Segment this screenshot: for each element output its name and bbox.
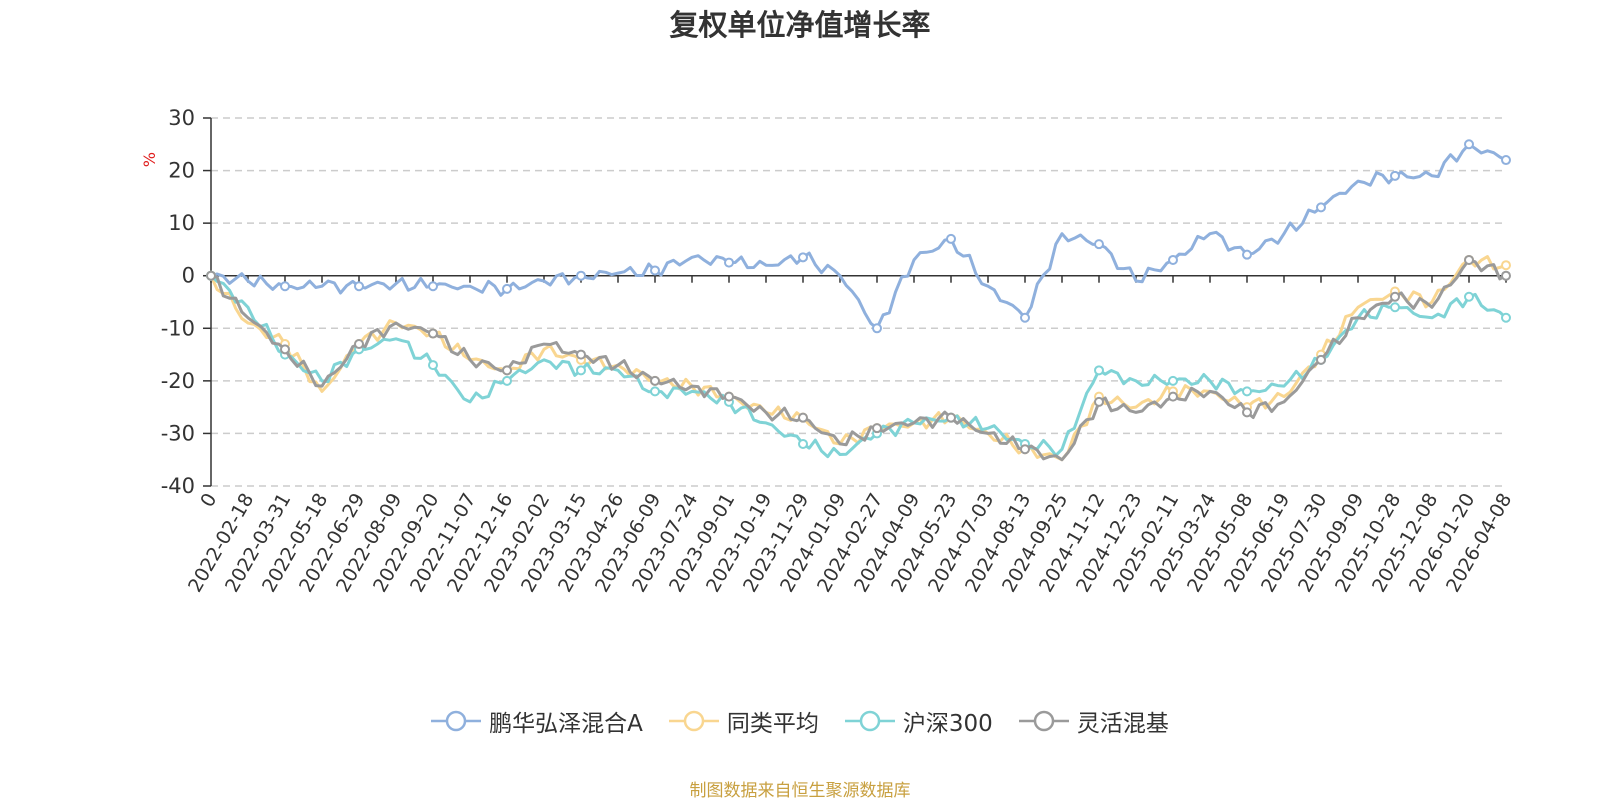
x-tick-label: 0: [196, 490, 221, 511]
data-point: [1316, 354, 1326, 365]
data-point: [1501, 270, 1511, 281]
legend-label: 灵活混基: [1076, 711, 1169, 737]
data-point: [650, 265, 660, 276]
data-point: [798, 438, 808, 449]
chart-title: 复权单位净值增长率: [669, 8, 931, 42]
data-point: [428, 360, 438, 371]
y-tick-label: -20: [161, 369, 195, 393]
data-point: [354, 339, 364, 350]
y-tick-label: 20: [168, 159, 195, 183]
data-point: [1501, 155, 1511, 166]
data-point: [1316, 202, 1326, 213]
legend-line-marker-icon: [844, 710, 895, 732]
data-point: [1020, 444, 1030, 455]
data-point: [650, 386, 660, 397]
y-tick-label: 10: [168, 211, 195, 235]
data-point: [724, 257, 734, 268]
data-point: [428, 328, 438, 339]
y-tick-label: -40: [161, 474, 195, 498]
legend-line-marker-icon: [1018, 710, 1069, 732]
series-line-2: [209, 274, 1508, 459]
data-point: [650, 375, 660, 386]
data-point: [502, 283, 512, 294]
data-point: [1020, 312, 1030, 323]
data-point: [1501, 312, 1511, 323]
y-tick-label: 30: [168, 106, 195, 130]
data-point: [576, 365, 586, 376]
data-point: [1168, 375, 1178, 386]
data-point: [1168, 391, 1178, 402]
data-point: [280, 344, 290, 355]
data-point: [1242, 407, 1252, 418]
data-point: [502, 375, 512, 386]
y-tick-label: -10: [161, 316, 195, 340]
data-point: [1390, 170, 1400, 181]
legend-label: 同类平均: [726, 711, 819, 737]
data-point: [724, 391, 734, 402]
data-point: [798, 412, 808, 423]
data-point: [1094, 396, 1104, 407]
legend-label: 沪深300: [902, 711, 993, 737]
data-point: [872, 423, 882, 434]
data-point: [798, 252, 808, 263]
legend: 鹏华弘泽混合A 同类平均 沪深300 灵活混基: [0, 704, 1600, 738]
data-point: [1501, 260, 1511, 271]
legend-label: 鹏华弘泽混合A: [489, 711, 643, 737]
legend-item-flexible-mixed[interactable]: 灵活混基: [1018, 704, 1169, 738]
data-point: [1390, 302, 1400, 313]
series-lines: [206, 139, 1511, 462]
series-line-0: [210, 142, 1507, 330]
axis-labels: 3020100-10-20-30-40%02022-02-182022-03-3…: [140, 106, 1516, 596]
data-point: [1094, 365, 1104, 376]
data-point: [206, 270, 216, 281]
data-point: [1094, 239, 1104, 250]
data-point: [576, 270, 586, 281]
legend-line-marker-icon: [431, 710, 482, 732]
data-point: [502, 365, 512, 376]
legend-line-marker-icon: [668, 710, 719, 732]
data-point: [428, 281, 438, 292]
y-axis-label: %: [140, 152, 159, 167]
data-point: [946, 233, 956, 244]
data-point: [1242, 249, 1252, 260]
series-line-3: [210, 258, 1507, 462]
data-point: [1168, 254, 1178, 265]
legend-item-hs300[interactable]: 沪深300: [844, 704, 993, 738]
data-point: [1242, 386, 1252, 397]
data-point: [280, 281, 290, 292]
y-tick-label: -30: [161, 421, 195, 445]
y-tick-label: 0: [182, 264, 195, 288]
source-note: 制图数据来自恒生聚源数据库: [689, 781, 911, 801]
data-point: [946, 412, 956, 423]
data-point: [354, 281, 364, 292]
data-point: [576, 349, 586, 360]
axes: [203, 117, 1507, 487]
legend-item-peer-average[interactable]: 同类平均: [668, 704, 819, 738]
data-point: [872, 323, 882, 334]
data-point: [1390, 291, 1400, 302]
data-point: [1464, 254, 1474, 265]
data-point: [1464, 139, 1474, 150]
legend-item-peng-hua[interactable]: 鹏华弘泽混合A: [431, 704, 643, 738]
data-point: [1464, 291, 1474, 302]
